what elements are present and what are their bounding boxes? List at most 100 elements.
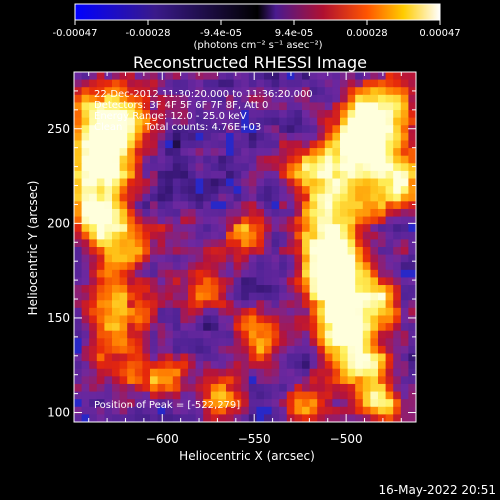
heatmap-cell [74, 285, 83, 294]
heatmap-cell [127, 292, 136, 301]
heatmap-cell [134, 269, 143, 279]
heatmap-cell [393, 285, 402, 294]
heatmap-cell [165, 102, 174, 111]
heatmap-cell [203, 323, 212, 332]
heatmap-cell [370, 216, 379, 225]
heatmap-cell [74, 300, 83, 309]
heatmap-cell [134, 132, 143, 142]
colorbar: -0.00047 -0.00028 -9.4e-05 9.4e-05 0.00028 0.… [53, 3, 461, 51]
heatmap-cell [165, 269, 174, 279]
heatmap-cell [157, 132, 166, 142]
heatmap-cell [317, 148, 326, 157]
heatmap-cell [279, 117, 288, 126]
heatmap-cell [248, 391, 257, 400]
heatmap-cell [104, 148, 113, 157]
heatmap-cell [340, 239, 349, 248]
heatmap-cell [127, 170, 136, 180]
heatmap-cell [112, 148, 121, 157]
heatmap-cell [393, 170, 402, 180]
heatmap-cell [134, 330, 143, 339]
heatmap-cell [393, 132, 402, 142]
heatmap-cell [150, 300, 159, 309]
heatmap-cell [180, 323, 189, 332]
heatmap-cell [332, 414, 341, 422]
heatmap-cell [271, 247, 280, 256]
heatmap-cell [317, 72, 326, 81]
heatmap-cell [89, 414, 98, 422]
heatmap-cell [279, 231, 288, 240]
heatmap-cell [355, 277, 364, 286]
heatmap-cell [218, 307, 227, 317]
heatmap-cell [302, 330, 311, 339]
heatmap-cell [142, 315, 151, 324]
annotation-time-range: 22-Dec-2012 11:30:20.000 to 11:36:20.000 [94, 89, 313, 100]
heatmap-cell [112, 315, 121, 324]
heatmap-cell [172, 315, 181, 324]
heatmap-cell [203, 353, 212, 362]
heatmap-cell [104, 94, 113, 104]
heatmap-cell [355, 117, 364, 126]
heatmap-cell [385, 414, 394, 422]
heatmap-cell [385, 269, 394, 279]
heatmap-cell [294, 117, 303, 126]
heatmap-cell [309, 163, 318, 172]
heatmap-cell [302, 269, 311, 279]
heatmap-cell [400, 338, 409, 347]
heatmap-cell [400, 277, 409, 286]
heatmap-cell [332, 292, 341, 301]
heatmap-cell [142, 383, 151, 393]
heatmap-cell [340, 247, 349, 256]
heatmap-cell [210, 155, 219, 164]
heatmap-cell [408, 254, 416, 263]
heatmap-cell [332, 72, 341, 81]
heatmap-cell [96, 338, 105, 347]
heatmap-cell [89, 193, 98, 202]
heatmap-cell [218, 117, 227, 126]
heatmap-cell [264, 186, 273, 195]
y-tick-label: 100 [47, 406, 70, 420]
heatmap-cell [347, 239, 356, 248]
heatmap-cell [324, 94, 333, 104]
heatmap-cell [309, 323, 318, 332]
heatmap-cell [180, 307, 189, 317]
heatmap-cell [218, 186, 227, 195]
heatmap-cell [256, 239, 265, 248]
heatmap-cell [340, 361, 349, 370]
heatmap-cell [210, 315, 219, 324]
heatmap-cell [81, 368, 90, 377]
heatmap-cell [203, 125, 212, 134]
heatmap-cell [96, 345, 105, 355]
heatmap-cell [400, 315, 409, 324]
heatmap-cell [256, 155, 265, 164]
heatmap-cell [279, 87, 288, 96]
heatmap-cell [279, 148, 288, 157]
heatmap-cell [317, 262, 326, 271]
heatmap-cell [408, 216, 416, 225]
heatmap-cell [309, 155, 318, 164]
heatmap-cell [157, 148, 166, 157]
heatmap-cell [370, 178, 379, 187]
heatmap-cell [294, 148, 303, 157]
heatmap-cell [89, 353, 98, 362]
heatmap-cell [256, 345, 265, 355]
heatmap-cell [226, 391, 235, 400]
heatmap-cell [408, 391, 416, 400]
heatmap-cell [370, 307, 379, 317]
heatmap-cell [218, 361, 227, 370]
heatmap-cell [218, 132, 227, 142]
heatmap-cell [172, 269, 181, 279]
heatmap-cell [248, 72, 257, 81]
heatmap-cell [127, 315, 136, 324]
heatmap-cell [195, 315, 204, 324]
heatmap-cell [264, 368, 273, 377]
heatmap-cell [119, 186, 128, 195]
heatmap-cell [385, 300, 394, 309]
heatmap-cell [180, 285, 189, 294]
heatmap-cell [226, 102, 235, 111]
heatmap-cell [271, 323, 280, 332]
heatmap-cell [248, 216, 257, 225]
heatmap-cell [355, 110, 364, 119]
heatmap-cell [309, 125, 318, 134]
heatmap-cell [218, 391, 227, 400]
heatmap-cell [233, 406, 242, 415]
